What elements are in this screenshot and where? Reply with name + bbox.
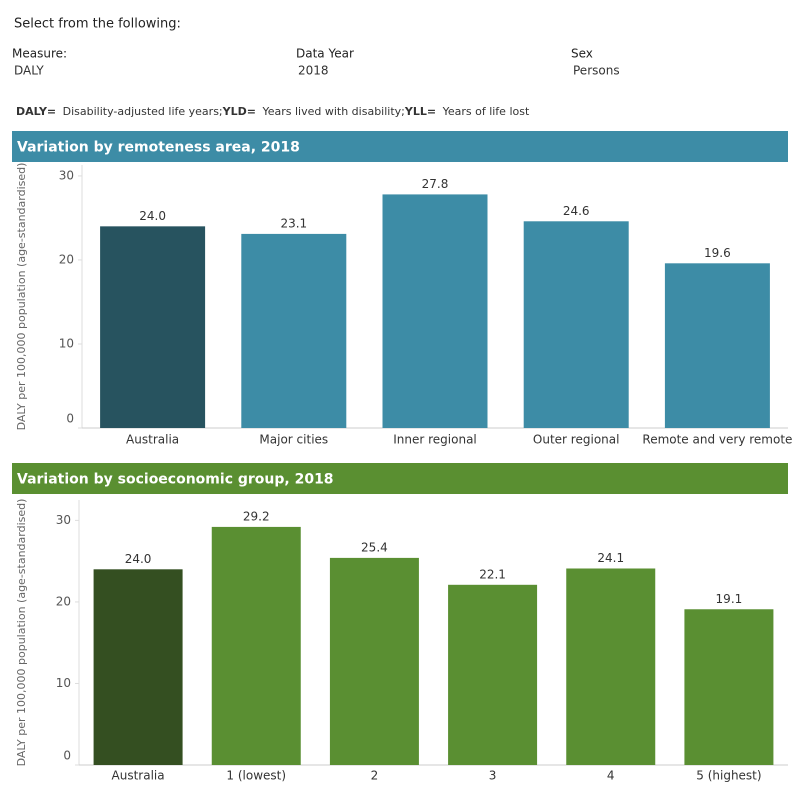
filters: Measure: DALY Data Year 2018 Sex Persons: [12, 47, 620, 78]
prompt: Select from the following:: [14, 17, 181, 32]
y-tick-label: 10: [59, 336, 74, 350]
notes: DALY= Disability-adjusted life years;YLD…: [16, 105, 530, 118]
y-tick-label: 10: [56, 676, 71, 690]
x-tick-label: Outer regional: [533, 433, 620, 447]
x-tick-label: 2: [371, 769, 379, 783]
y-tick-label: 0: [63, 749, 71, 763]
chart-title: Variation by remoteness area, 2018: [17, 140, 300, 156]
note-text: Years of life lost: [439, 105, 530, 118]
value-label: 23.1: [280, 216, 307, 230]
bar[interactable]: [211, 526, 301, 765]
y-axis-label: DALY per 100,000 population (age-standar…: [15, 499, 28, 767]
value-label: 25.4: [361, 540, 388, 554]
chart: Variation by socioeconomic group, 2018 0 1…: [12, 463, 788, 783]
value-label: 24.0: [139, 209, 166, 223]
x-tick-label: Inner regional: [393, 433, 477, 447]
value-label: 24.1: [597, 551, 624, 565]
chart-title: Variation by socioeconomic group, 2018: [17, 472, 334, 488]
y-tick-label: 30: [56, 513, 71, 527]
x-tick-label: 3: [489, 769, 497, 783]
bar[interactable]: [241, 233, 347, 428]
note-term: YLL=: [404, 105, 436, 118]
x-tick-label: 5 (highest): [696, 769, 761, 783]
bar[interactable]: [93, 569, 183, 765]
charts: Variation by remoteness area, 2018010203…: [12, 131, 792, 783]
value-label: 19.1: [716, 592, 743, 606]
x-tick-label: Australia: [112, 769, 165, 783]
note-term: YLD=: [222, 105, 256, 118]
bar[interactable]: [382, 194, 488, 428]
value-label: 22.1: [479, 567, 506, 581]
y-tick-label: 20: [56, 594, 71, 608]
x-tick-label: Australia: [126, 433, 179, 447]
value-label: 27.8: [422, 177, 449, 191]
bar[interactable]: [664, 263, 770, 428]
note-text: Disability-adjusted life years;: [59, 105, 223, 118]
filter-label: Sex: [571, 47, 593, 61]
note-text: Years lived with disability;: [259, 105, 405, 118]
title-banner: [12, 463, 788, 494]
x-tick-label: 4: [607, 769, 615, 783]
x-tick-label: 1 (lowest): [226, 769, 286, 783]
x-tick-label: Major cities: [259, 433, 328, 447]
bar[interactable]: [684, 609, 774, 765]
value-label: 29.2: [243, 509, 270, 523]
filter-value[interactable]: DALY: [14, 64, 44, 78]
title-banner: [12, 131, 788, 162]
chart: Variation by remoteness area, 2018 0 10 20 3…: [12, 131, 792, 447]
value-label: 24.6: [563, 204, 590, 218]
bar[interactable]: [100, 226, 206, 428]
value-label: 24.0: [125, 552, 152, 566]
bar[interactable]: [523, 221, 629, 428]
filter-label: Data Year: [296, 47, 354, 61]
filter-value[interactable]: Persons: [573, 64, 620, 78]
note-term: DALY=: [16, 105, 56, 118]
y-axis-label: DALY per 100,000 population (age-standar…: [15, 163, 28, 431]
y-tick-label: 0: [66, 412, 74, 426]
filter-label: Measure:: [12, 47, 67, 61]
y-tick-label: 30: [59, 168, 74, 182]
filter-value[interactable]: 2018: [298, 64, 329, 78]
bar[interactable]: [566, 568, 656, 765]
bar[interactable]: [329, 557, 419, 765]
value-label: 19.6: [704, 246, 731, 260]
x-tick-label: Remote and very remote: [642, 433, 792, 447]
bar[interactable]: [448, 584, 538, 765]
y-tick-label: 20: [59, 252, 74, 266]
